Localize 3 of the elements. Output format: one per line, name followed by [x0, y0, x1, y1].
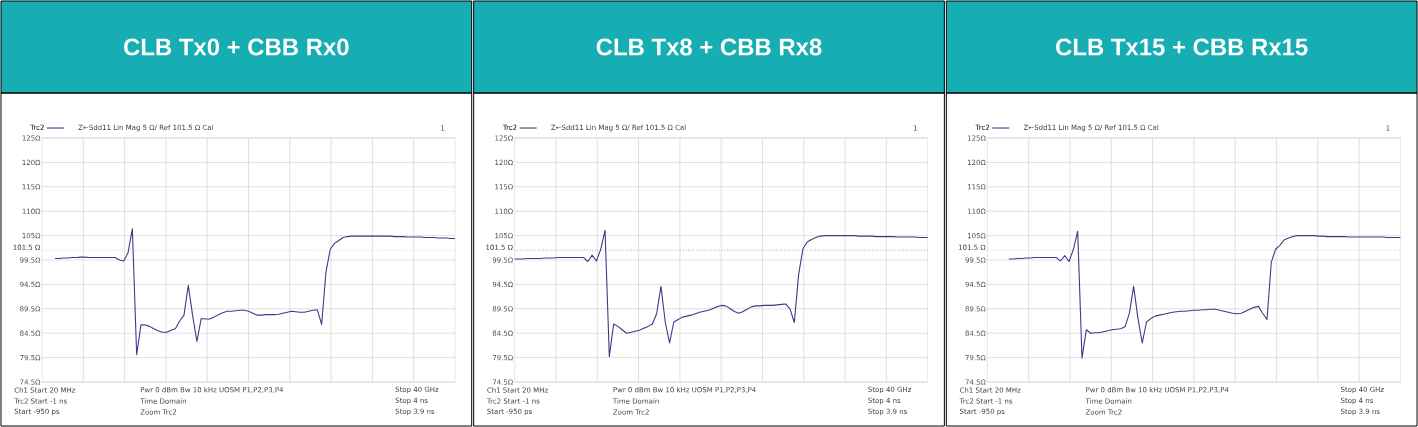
chart-title: CLB Tx0 + CBB Rx0 [124, 38, 349, 56]
chart-title: CLB Tx15 + CBB Rx15 [1056, 38, 1308, 56]
chart-title: CLB Tx8 + CBB Rx8 [596, 38, 822, 56]
